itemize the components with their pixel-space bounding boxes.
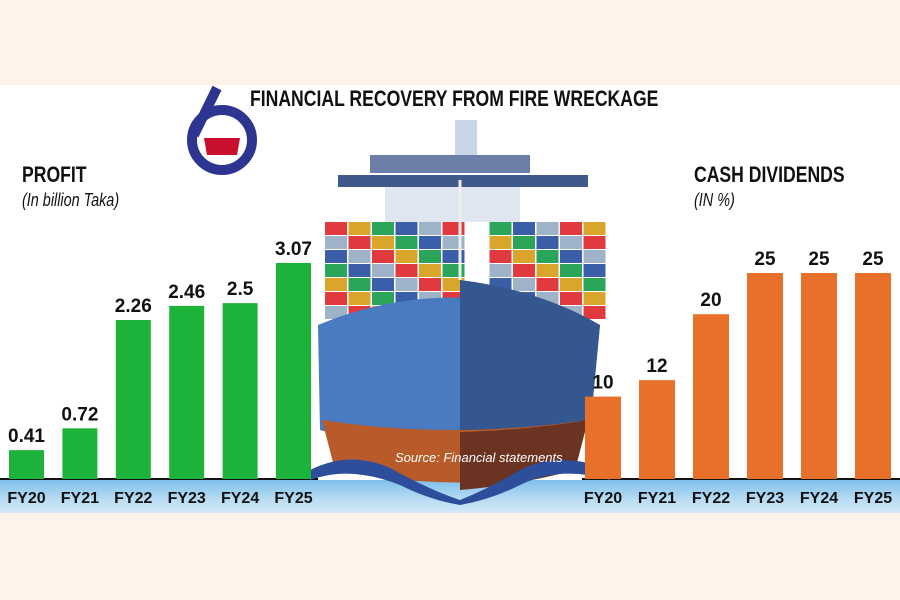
- data-label: 2.26: [115, 296, 152, 317]
- x-tick-label: FY20: [7, 490, 45, 507]
- bar-fy23: [169, 305, 205, 479]
- data-label: 3.07: [275, 239, 312, 260]
- data-label: 25: [808, 249, 830, 270]
- data-label: 10: [592, 373, 613, 394]
- x-tick-label: FY20: [584, 490, 622, 507]
- bar-fy20: [9, 450, 44, 479]
- x-tick-label: FY23: [746, 490, 784, 507]
- data-label: 25: [862, 249, 884, 270]
- ship-illustration: [310, 120, 610, 505]
- x-tick-label: FY21: [61, 490, 99, 507]
- x-tick-label: FY22: [692, 490, 730, 507]
- chart-title: FINANCIAL RECOVERY FROM FIRE WRECKAGE: [250, 86, 659, 111]
- data-label: 25: [754, 249, 776, 270]
- data-label: 0.72: [61, 404, 98, 425]
- dividend-title: CASH DIVIDENDS: [694, 162, 845, 187]
- x-tick-label: FY23: [168, 490, 206, 507]
- data-label: 12: [646, 356, 667, 377]
- bar-fy24: [222, 303, 258, 479]
- profit-title: PROFIT: [22, 162, 87, 187]
- dividend-subtitle: (IN %): [694, 190, 735, 210]
- data-label: 2.5: [227, 279, 254, 300]
- data-label: 0.41: [8, 426, 45, 447]
- logo: [187, 85, 257, 175]
- bar-fy22: [693, 314, 729, 479]
- x-tick-label: FY24: [800, 490, 838, 507]
- x-tick-label: FY25: [274, 490, 312, 507]
- profit-subtitle: (In billion Taka): [22, 190, 120, 210]
- data-label: 20: [700, 290, 721, 311]
- bar-fy24: [801, 273, 837, 479]
- bar-fy25: [855, 273, 891, 479]
- profit-axis-line: [0, 478, 318, 480]
- x-tick-label: FY25: [854, 490, 892, 507]
- bar-fy20: [585, 396, 621, 479]
- x-tick-label: FY21: [638, 490, 676, 507]
- x-tick-label: FY24: [221, 490, 259, 507]
- dividend-axis-line: [582, 478, 900, 480]
- bar-fy25: [276, 263, 311, 479]
- data-label: 2.46: [168, 282, 205, 303]
- source-note: Source: Financial statements: [395, 450, 563, 465]
- bar-fy21: [639, 380, 675, 479]
- bar-fy21: [62, 428, 98, 479]
- bar-fy22: [115, 319, 151, 479]
- bar-fy23: [747, 273, 783, 479]
- x-tick-label: FY22: [114, 490, 152, 507]
